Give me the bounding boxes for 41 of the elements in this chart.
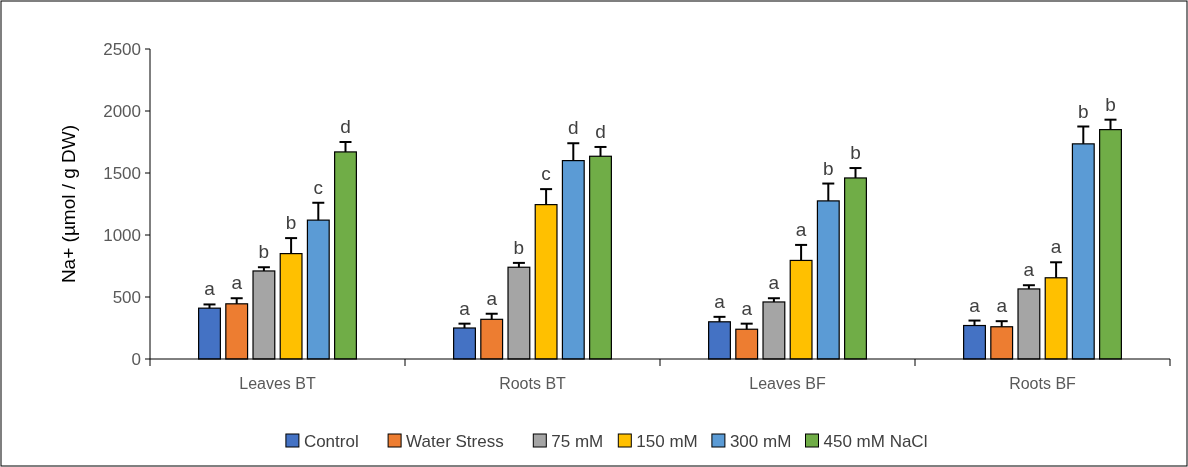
data-label: a xyxy=(231,272,243,294)
legend-label: 75 mM xyxy=(551,431,604,451)
data-label: a xyxy=(996,295,1008,317)
data-label: a xyxy=(1023,259,1035,281)
y-tick-label: 2500 xyxy=(103,39,141,59)
data-label: a xyxy=(741,297,753,319)
data-label: b xyxy=(850,142,861,164)
data-label: a xyxy=(459,297,471,319)
x-tick-label: Roots BT xyxy=(499,375,567,392)
legend-label: 150 mM xyxy=(636,431,698,451)
legend-label: Control xyxy=(303,431,359,451)
data-label: b xyxy=(1105,93,1116,115)
data-label: a xyxy=(714,290,726,312)
data-label: d xyxy=(568,117,579,139)
data-label: b xyxy=(1078,100,1089,122)
data-label: c xyxy=(313,176,324,198)
y-tick-label: 2000 xyxy=(103,101,141,121)
y-tick-label: 1500 xyxy=(103,163,141,183)
data-label: a xyxy=(486,287,498,309)
y-tick-label: 1000 xyxy=(103,225,141,245)
y-tick-label: 0 xyxy=(131,349,141,369)
data-label: b xyxy=(823,157,834,179)
y-axis-title: Na+ (µmol / g DW) xyxy=(58,124,79,284)
legend-label: 300 mM xyxy=(729,431,792,451)
data-label: d xyxy=(340,116,351,137)
data-label: a xyxy=(204,278,216,300)
legend-label: 450 mM NaCl xyxy=(823,431,928,451)
x-tick-label: Leaves BT xyxy=(239,375,316,392)
data-label: b xyxy=(258,241,270,263)
data-label: a xyxy=(1050,236,1062,258)
data-label: a xyxy=(795,218,807,240)
x-tick-label: Roots BF xyxy=(1009,375,1077,392)
legend-label: Water Stress xyxy=(406,431,504,451)
data-label: b xyxy=(285,212,297,234)
data-label: b xyxy=(513,236,525,258)
y-tick-label: 500 xyxy=(112,287,141,307)
x-tick-label: Leaves BF xyxy=(749,375,826,392)
data-label: a xyxy=(969,294,981,316)
data-label: a xyxy=(768,272,780,294)
data-label: d xyxy=(595,120,606,142)
data-label: c xyxy=(541,163,551,185)
